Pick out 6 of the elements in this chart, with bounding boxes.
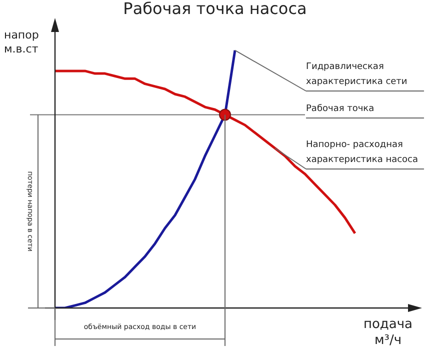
annotation: Рабочая точка bbox=[306, 104, 374, 114]
chart-title: Рабочая точка насоса bbox=[123, 0, 307, 18]
y-axis-title: напор м.в.ст bbox=[4, 28, 39, 56]
annotation: Гидравлическая характеристика сети bbox=[306, 62, 408, 87]
annotation: Напорно- расходная характеристика насоса bbox=[306, 140, 418, 165]
x-axis-title: подача м³/ч bbox=[363, 316, 413, 348]
